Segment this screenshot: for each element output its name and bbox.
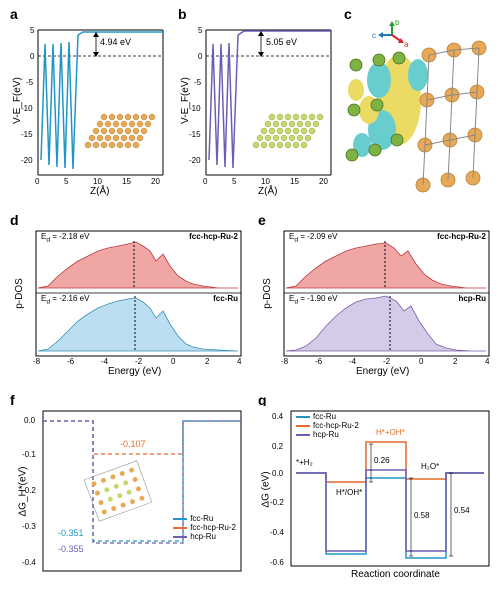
tick: 0 bbox=[203, 177, 207, 186]
panel-d-ed-bot: Ed = -2.16 eV bbox=[41, 294, 89, 306]
axis-a-label: a bbox=[404, 40, 409, 49]
panel-d-name-bot: fcc-Ru bbox=[213, 294, 238, 303]
tick: -8 bbox=[281, 357, 288, 366]
panel-e-name-bot: hcp-Ru bbox=[458, 294, 486, 303]
panel-f-svg bbox=[8, 406, 246, 586]
panel-d-ylabel: p-DOS bbox=[14, 278, 25, 309]
panel-c-svg: b a c bbox=[344, 20, 496, 200]
tick: 5 bbox=[232, 177, 236, 186]
ann-054: 0.54 bbox=[454, 506, 470, 515]
tick: -20 bbox=[189, 156, 201, 165]
panel-e: Ed = -2.09 eV fcc-hcp-Ru-2 Ed = -1.90 eV… bbox=[256, 226, 494, 376]
tick: -4 bbox=[101, 357, 108, 366]
panel-f-legend: fcc-Ru fcc-hcp-Ru-2 hcp-Ru bbox=[173, 514, 236, 541]
tick: -4 bbox=[349, 357, 356, 366]
tick: -5 bbox=[26, 78, 33, 87]
tick: 0.2 bbox=[272, 442, 283, 451]
tick: 5 bbox=[30, 26, 34, 35]
panel-b-ylabel: V-E_F(eV) bbox=[180, 77, 191, 124]
tick: 2 bbox=[453, 357, 457, 366]
panel-e-ed-top: Ed = -2.09 eV bbox=[289, 232, 337, 244]
tick: -8 bbox=[33, 357, 40, 366]
step-label-3: H₂O* bbox=[421, 462, 439, 471]
tick: -15 bbox=[189, 130, 201, 139]
ann-026: 0.26 bbox=[374, 456, 390, 465]
panel-d-xlabel: Energy (eV) bbox=[108, 366, 161, 377]
tick: -0.1 bbox=[22, 450, 36, 459]
tick: 5 bbox=[198, 26, 202, 35]
tick: -6 bbox=[67, 357, 74, 366]
panel-a-ylabel: V-E_F(eV) bbox=[12, 77, 23, 124]
panel-f-ann2: -0.351 bbox=[58, 528, 84, 538]
tick: 0 bbox=[198, 52, 202, 61]
panel-f-ann3: -0.355 bbox=[58, 544, 84, 554]
tick: -0.4 bbox=[22, 558, 36, 567]
tick: -6 bbox=[315, 357, 322, 366]
axis-c-label: c bbox=[372, 31, 376, 40]
panel-e-name-top: fcc-hcp-Ru-2 bbox=[437, 232, 486, 241]
panel-a-annotation: 4.94 eV bbox=[100, 37, 131, 47]
tick: 0 bbox=[35, 177, 39, 186]
panel-g-xlabel: Reaction coordinate bbox=[351, 569, 440, 580]
tick: -20 bbox=[21, 156, 33, 165]
step-label-1: H*/OH* bbox=[336, 488, 362, 497]
panel-b: 5.05 eV V-E_F(eV) Z(Å) 5 0 -5 -10 -15 -2… bbox=[176, 20, 336, 200]
tick: -0.3 bbox=[22, 522, 36, 531]
tick: 10 bbox=[261, 177, 270, 186]
tick: -15 bbox=[21, 130, 33, 139]
panel-c: b a c bbox=[344, 20, 496, 200]
panel-g: *+H₂ H*/OH* H*+OH* H₂O* 0.26 0.58 0.54 f… bbox=[256, 406, 494, 586]
tick: 0.4 bbox=[272, 412, 283, 421]
panel-e-ed-bot: Ed = -1.90 eV bbox=[289, 294, 337, 306]
tick: 5 bbox=[64, 177, 68, 186]
tick: 0 bbox=[419, 357, 423, 366]
panel-a: 4.94 eV V-E_F(eV) Z(Å) 5 0 -5 -10 -15 -2… bbox=[8, 20, 168, 200]
tick: -10 bbox=[21, 104, 33, 113]
step-label-0: *+H₂ bbox=[296, 458, 313, 467]
panel-g-svg bbox=[256, 406, 494, 586]
step-label-2: H*+OH* bbox=[376, 428, 405, 437]
ann-058: 0.58 bbox=[414, 511, 430, 520]
tick: -0.2 bbox=[22, 486, 36, 495]
panel-f-ann1: -0.107 bbox=[120, 439, 146, 449]
tick: 4 bbox=[485, 357, 489, 366]
tick: -0.2 bbox=[270, 498, 284, 507]
tick: -10 bbox=[189, 104, 201, 113]
tick: 10 bbox=[93, 177, 102, 186]
tick: 20 bbox=[151, 177, 160, 186]
panel-a-xlabel: Z(Å) bbox=[90, 186, 109, 197]
tick: 0 bbox=[30, 52, 34, 61]
axis-b-label: b bbox=[395, 20, 400, 27]
tick: -0.4 bbox=[270, 528, 284, 537]
panel-e-xlabel: Energy (eV) bbox=[356, 366, 409, 377]
tick: -5 bbox=[194, 78, 201, 87]
panel-f: -0.107 -0.351 -0.355 fcc-Ru fcc-hcp-Ru-2… bbox=[8, 406, 246, 586]
tick: 20 bbox=[319, 177, 328, 186]
tick: 15 bbox=[290, 177, 299, 186]
panel-e-ylabel: p-DOS bbox=[262, 278, 273, 309]
tick: 0.0 bbox=[272, 469, 283, 478]
panel-d: Ed = -2.18 eV fcc-hcp-Ru-2 Ed = -2.16 eV… bbox=[8, 226, 246, 376]
tick: -2 bbox=[135, 357, 142, 366]
tick: -2 bbox=[383, 357, 390, 366]
panel-b-annotation: 5.05 eV bbox=[266, 37, 297, 47]
panel-d-ed-top: Ed = -2.18 eV bbox=[41, 232, 89, 244]
tick: -0.6 bbox=[270, 558, 284, 567]
tick: 15 bbox=[122, 177, 131, 186]
panel-d-name-top: fcc-hcp-Ru-2 bbox=[189, 232, 238, 241]
tick: 0 bbox=[171, 357, 175, 366]
panel-g-legend: fcc-Ru fcc-hcp-Ru-2 hcp-Ru bbox=[296, 412, 359, 439]
tick: 2 bbox=[205, 357, 209, 366]
panel-b-xlabel: Z(Å) bbox=[258, 186, 277, 197]
tick: 0.0 bbox=[24, 416, 35, 425]
tick: 4 bbox=[237, 357, 241, 366]
